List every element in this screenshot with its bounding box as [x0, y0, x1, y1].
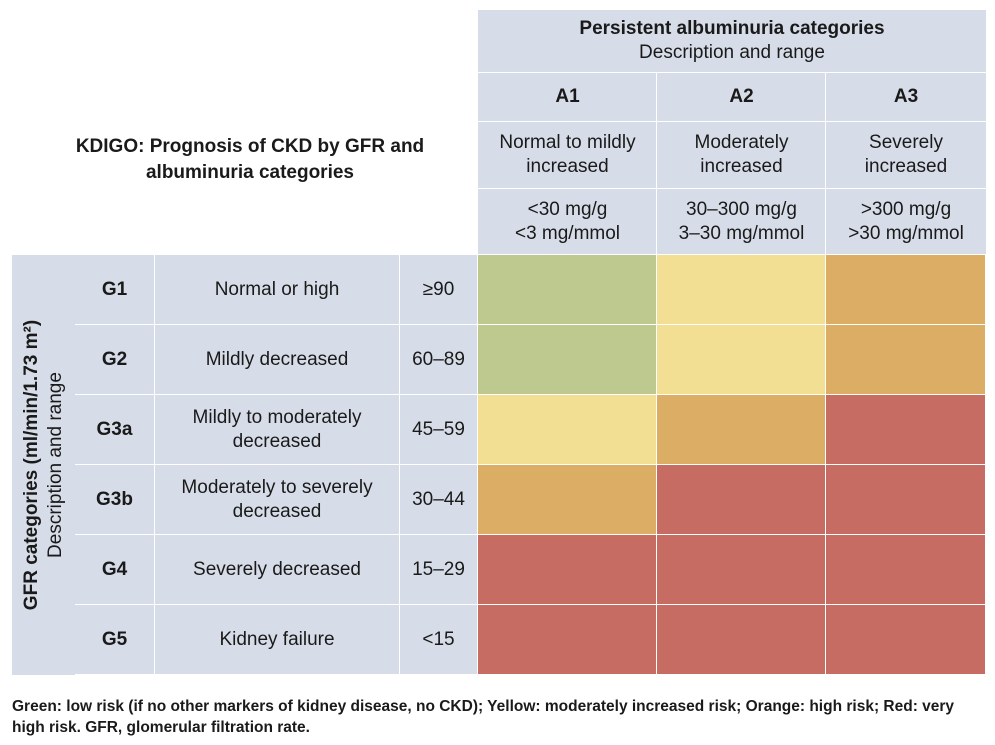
risk-cell-orange — [657, 395, 826, 465]
risk-cell-red — [657, 535, 826, 605]
gfr-row-range: 30–44 — [400, 465, 478, 535]
gfr-row-range: ≥90 — [400, 255, 478, 325]
gfr-row-range: 15–29 — [400, 535, 478, 605]
risk-cell-red — [478, 605, 657, 675]
gfr-row-code: G4 — [75, 535, 155, 605]
albuminuria-col-description: Moderately increased — [657, 122, 826, 188]
albuminuria-header-subtitle: Description and range — [639, 42, 825, 63]
albuminuria-col-range: >300 mg/g >30 mg/mmol — [826, 189, 986, 254]
risk-cell-orange — [478, 465, 657, 535]
risk-cell-red — [478, 535, 657, 605]
albuminuria-col-description: Normal to mildly increased — [478, 122, 657, 188]
albuminuria-col-range-mg-mmol: >30 mg/mmol — [848, 222, 964, 244]
page-title-text: KDIGO: Prognosis of CKD by GFR and album… — [75, 136, 425, 183]
gfr-row-code: G2 — [75, 325, 155, 395]
gfr-side-label — [12, 255, 75, 675]
albuminuria-col-code: A2 — [657, 73, 826, 121]
column-divider — [825, 73, 826, 254]
gfr-row-code: G5 — [75, 605, 155, 675]
risk-cell-yellow — [657, 255, 826, 325]
albuminuria-col-range-mg-mmol: 3–30 mg/mmol — [678, 222, 805, 244]
gfr-row-description: Moderately to severely decreased — [155, 465, 400, 535]
albuminuria-col-range-mg-g: <30 mg/g — [527, 198, 608, 220]
risk-cell-red — [826, 465, 986, 535]
gfr-side-label-subtitle: Description and range — [44, 372, 66, 558]
gfr-row-description: Mildly decreased — [155, 325, 400, 395]
gfr-side-label-title: GFR categories (ml/min/1.73 m²) — [20, 319, 42, 611]
risk-cell-yellow — [478, 395, 657, 465]
gfr-row-range: <15 — [400, 605, 478, 675]
gfr-row-code: G3a — [75, 395, 155, 465]
gfr-row-range: 60–89 — [400, 325, 478, 395]
risk-cell-red — [826, 535, 986, 605]
footnote: Green: low risk (if no other markers of … — [12, 698, 955, 736]
albuminuria-col-range-mg-g: >300 mg/g — [860, 198, 952, 220]
risk-cell-red — [826, 395, 986, 465]
risk-cell-red — [657, 465, 826, 535]
albuminuria-header: Persistent albuminuria categories Descri… — [478, 10, 986, 72]
gfr-row-code: G1 — [75, 255, 155, 325]
albuminuria-header-title: Persistent albuminuria categories — [579, 18, 885, 39]
risk-cell-green — [478, 255, 657, 325]
gfr-row-range: 45–59 — [400, 395, 478, 465]
albuminuria-col-range: <30 mg/g <3 mg/mmol — [478, 189, 657, 254]
albuminuria-col-code: A1 — [478, 73, 657, 121]
gfr-row-description: Kidney failure — [155, 605, 400, 675]
gfr-row-description: Severely decreased — [155, 535, 400, 605]
albuminuria-col-description: Severely increased — [826, 122, 986, 188]
gfr-row-code: G3b — [75, 465, 155, 535]
page-title: KDIGO: Prognosis of CKD by GFR and album… — [40, 120, 460, 200]
gfr-side-label-text: GFR categories (ml/min/1.73 m²) Descript… — [12, 255, 75, 675]
gfr-row-description: Normal or high — [155, 255, 400, 325]
column-divider — [656, 73, 657, 254]
albuminuria-col-range-mg-g: 30–300 mg/g — [686, 198, 797, 220]
risk-cell-yellow — [657, 325, 826, 395]
risk-cell-green — [478, 325, 657, 395]
risk-cell-red — [826, 605, 986, 675]
albuminuria-col-range-mg-mmol: <3 mg/mmol — [514, 222, 621, 244]
albuminuria-col-code: A3 — [826, 73, 986, 121]
risk-cell-red — [657, 605, 826, 675]
albuminuria-col-range: 30–300 mg/g 3–30 mg/mmol — [657, 189, 826, 254]
risk-cell-orange — [826, 255, 986, 325]
gfr-row-description: Mildly to moderately decreased — [155, 395, 400, 465]
risk-cell-orange — [826, 325, 986, 395]
